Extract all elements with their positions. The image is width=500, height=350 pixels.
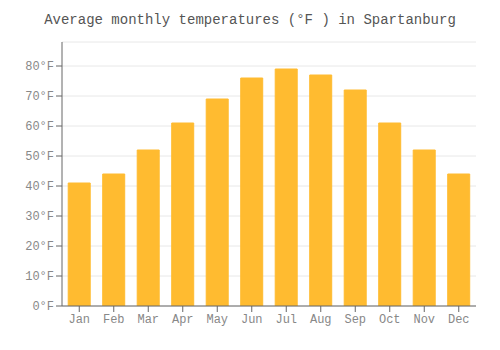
svg-text:Aug: Aug xyxy=(310,313,332,327)
svg-text:80°F: 80°F xyxy=(25,60,54,74)
svg-text:Jun: Jun xyxy=(241,313,263,327)
svg-text:Oct: Oct xyxy=(379,313,401,327)
svg-text:10°F: 10°F xyxy=(25,270,54,284)
svg-text:Apr: Apr xyxy=(172,313,194,327)
svg-text:60°F: 60°F xyxy=(25,120,54,134)
svg-text:Jan: Jan xyxy=(68,313,90,327)
svg-text:50°F: 50°F xyxy=(25,150,54,164)
svg-text:Mar: Mar xyxy=(137,313,159,327)
svg-text:Nov: Nov xyxy=(413,313,435,327)
svg-text:0°F: 0°F xyxy=(32,300,54,314)
svg-text:40°F: 40°F xyxy=(25,180,54,194)
svg-text:Feb: Feb xyxy=(103,313,125,327)
svg-text:Sep: Sep xyxy=(344,313,366,327)
svg-text:20°F: 20°F xyxy=(25,240,54,254)
html-text:Average monthly temperatures (: Average monthly temperatures (°F ) in Sp… xyxy=(44,12,456,28)
svg-text:May: May xyxy=(206,313,228,327)
svg-text:30°F: 30°F xyxy=(25,210,54,224)
svg-text:70°F: 70°F xyxy=(25,90,54,104)
svg-text:Dec: Dec xyxy=(448,313,470,327)
svg-text:Jul: Jul xyxy=(275,313,297,327)
